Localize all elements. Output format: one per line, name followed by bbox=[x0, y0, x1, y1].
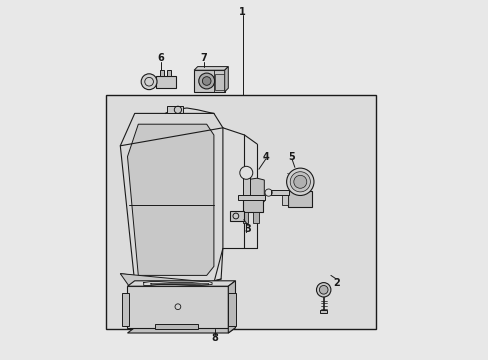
Bar bbox=[160, 70, 164, 76]
Ellipse shape bbox=[319, 285, 327, 294]
Polygon shape bbox=[194, 67, 228, 70]
Bar bbox=[167, 70, 171, 76]
Text: 2: 2 bbox=[332, 278, 339, 288]
Ellipse shape bbox=[199, 73, 214, 89]
Bar bbox=[127, 286, 228, 328]
Bar bbox=[253, 212, 258, 223]
Bar bbox=[271, 190, 289, 195]
Bar bbox=[194, 70, 224, 92]
Text: 1: 1 bbox=[239, 6, 245, 17]
Polygon shape bbox=[120, 274, 221, 292]
Polygon shape bbox=[127, 124, 213, 275]
Bar bbox=[179, 283, 190, 288]
Text: 8: 8 bbox=[211, 333, 218, 343]
Polygon shape bbox=[120, 274, 221, 284]
Bar bbox=[143, 283, 154, 288]
Bar bbox=[242, 176, 249, 198]
Polygon shape bbox=[282, 194, 288, 205]
Bar bbox=[197, 283, 208, 288]
Ellipse shape bbox=[239, 166, 252, 179]
Bar bbox=[154, 324, 197, 329]
Ellipse shape bbox=[293, 175, 306, 188]
Bar bbox=[162, 283, 172, 288]
Text: 4: 4 bbox=[262, 152, 268, 162]
Bar bbox=[228, 293, 235, 326]
Bar bbox=[167, 106, 183, 113]
Text: 3: 3 bbox=[244, 224, 251, 234]
Polygon shape bbox=[127, 281, 235, 286]
Bar bbox=[238, 195, 264, 200]
Ellipse shape bbox=[316, 283, 330, 297]
Polygon shape bbox=[244, 178, 264, 203]
Ellipse shape bbox=[202, 77, 211, 85]
Text: 7: 7 bbox=[201, 53, 207, 63]
Bar bbox=[288, 191, 311, 207]
Bar bbox=[242, 198, 262, 212]
Bar bbox=[242, 212, 247, 223]
Bar bbox=[215, 74, 224, 90]
Bar bbox=[156, 76, 176, 88]
Polygon shape bbox=[120, 113, 223, 283]
Bar bbox=[122, 293, 129, 326]
Text: 5: 5 bbox=[288, 152, 295, 162]
Polygon shape bbox=[228, 281, 235, 333]
Ellipse shape bbox=[286, 168, 313, 195]
Bar bbox=[230, 211, 244, 221]
Bar bbox=[106, 95, 375, 329]
Bar bbox=[320, 310, 326, 313]
Polygon shape bbox=[127, 328, 235, 333]
Ellipse shape bbox=[289, 172, 310, 192]
Text: 6: 6 bbox=[157, 53, 164, 63]
Ellipse shape bbox=[141, 74, 157, 90]
Polygon shape bbox=[224, 67, 228, 92]
